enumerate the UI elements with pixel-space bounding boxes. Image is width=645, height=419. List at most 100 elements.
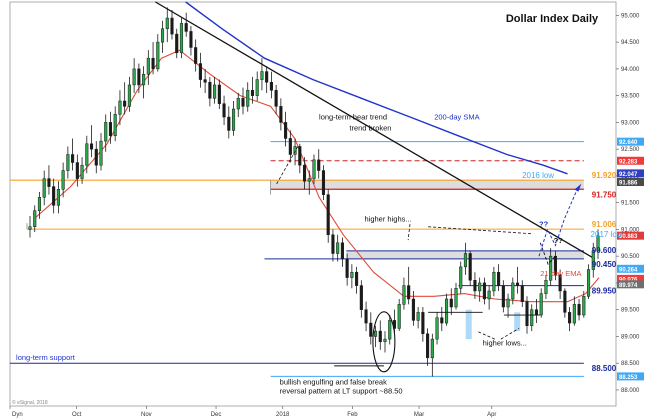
candle (184, 12, 188, 37)
candle (160, 20, 165, 53)
candle-body (284, 122, 288, 139)
candle-body (515, 282, 520, 286)
price-marker-box (617, 137, 644, 146)
label-higher-lows: higher lows... (483, 339, 527, 348)
candle (222, 95, 226, 126)
candle-body (487, 290, 491, 300)
candle-body (369, 322, 373, 337)
sma200-line (185, 1, 568, 175)
candle-body (222, 103, 226, 118)
candle-body (113, 114, 117, 137)
x-tick-label: 2018 (276, 412, 290, 418)
candle-body (317, 159, 321, 171)
price-marker-label: 92.640 (619, 140, 638, 146)
candle (89, 125, 94, 158)
candle (326, 189, 330, 243)
candle (118, 90, 122, 126)
label-bear-trend-1: long-term bear trend (319, 113, 387, 122)
candle-body (430, 338, 434, 359)
candle (42, 170, 46, 206)
candle (563, 288, 567, 318)
candle-body (66, 154, 70, 171)
candle (33, 205, 37, 233)
candle-body (364, 309, 368, 324)
arrow-higher-highs-1 (407, 224, 411, 241)
candle (151, 42, 155, 75)
candle-body (52, 186, 56, 206)
candle (104, 114, 108, 152)
candle-body (184, 23, 188, 32)
candle-body (373, 330, 378, 337)
candle (482, 277, 486, 305)
candle-body (127, 84, 131, 107)
candle (558, 269, 562, 299)
candle (350, 264, 354, 289)
price-marker-box (617, 178, 644, 187)
candle-body (444, 298, 449, 324)
candle-body (293, 146, 297, 155)
candle-body (331, 234, 335, 254)
candle (553, 250, 557, 281)
label-level-88500: 88.500 (592, 364, 617, 373)
candle-body (61, 170, 65, 190)
y-tick-label: 89.000 (621, 334, 640, 340)
candle (146, 50, 150, 85)
candle (383, 331, 387, 353)
candle (61, 162, 65, 198)
label-level-90450: 90.450 (592, 260, 617, 269)
candle-body (151, 57, 155, 70)
candle-body (47, 178, 51, 187)
candle-body (340, 242, 344, 260)
y-tick-label: 94.500 (621, 40, 640, 46)
candle-body (355, 271, 359, 286)
candle-body (279, 106, 283, 123)
price-marker-label: 90.883 (619, 234, 638, 240)
candle-body (544, 280, 548, 294)
candle-body (582, 296, 586, 316)
price-marker-box (617, 372, 644, 381)
candle-body (170, 17, 174, 35)
candle-body (75, 162, 79, 179)
candle-body (572, 304, 576, 324)
x-tick-label: Nov (141, 412, 152, 418)
candle-body (56, 189, 60, 206)
label-bullish-2: reversal pattern at LT support ~88.50 (280, 387, 403, 396)
candle-body (534, 309, 539, 316)
chart-title: Dollar Index Daily (506, 13, 599, 25)
x-tick-label: Feb (347, 412, 358, 418)
candle-body (336, 242, 340, 254)
trend-layer (155, 1, 596, 260)
candle (47, 165, 51, 195)
candle-body (539, 293, 543, 316)
candle (227, 106, 231, 139)
candle (511, 277, 515, 305)
candle-body (175, 33, 179, 54)
candle (231, 100, 236, 136)
candle (388, 315, 392, 345)
candle-body (288, 138, 292, 155)
candle (321, 165, 326, 200)
price-marker-box (617, 169, 644, 178)
ema21-line (33, 49, 600, 303)
candle (179, 18, 184, 59)
candle (208, 76, 212, 107)
candle-body (530, 309, 534, 326)
label-level-89950: 89.950 (592, 287, 617, 296)
candle (269, 71, 273, 99)
chart-credit: © eSignal, 2018 (12, 399, 48, 406)
candle (473, 272, 477, 299)
candle (175, 28, 179, 59)
annotation-shapes-layer (276, 146, 582, 373)
candle (582, 290, 586, 318)
price-marker-box (617, 231, 644, 240)
candle (302, 157, 307, 190)
higher-low-marker-1 (465, 309, 472, 340)
candle-body (42, 178, 46, 198)
candle-body (549, 255, 553, 281)
candle (520, 280, 524, 308)
label-lt-support: long-term support (16, 353, 76, 362)
candle-body (165, 17, 169, 30)
candle (217, 79, 221, 110)
